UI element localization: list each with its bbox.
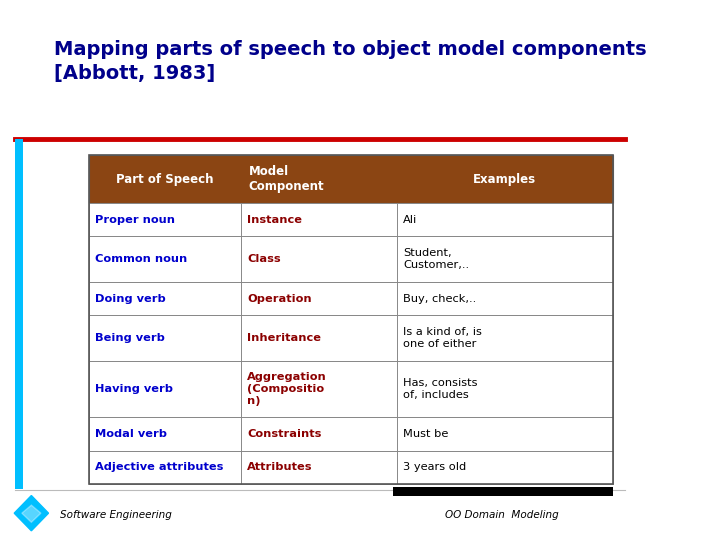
Text: OO Domain  Modeling: OO Domain Modeling	[444, 510, 558, 520]
Text: Class: Class	[248, 254, 281, 264]
Text: Buy, check,..: Buy, check,..	[403, 294, 476, 304]
FancyBboxPatch shape	[89, 315, 613, 361]
Text: Modal verb: Modal verb	[95, 429, 167, 439]
Text: Constraints: Constraints	[248, 429, 322, 439]
Polygon shape	[14, 496, 48, 531]
Text: Mapping parts of speech to object model components
[Abbott, 1983]: Mapping parts of speech to object model …	[53, 40, 647, 83]
FancyBboxPatch shape	[89, 361, 613, 417]
Text: Common noun: Common noun	[95, 254, 187, 264]
Text: Attributes: Attributes	[248, 462, 312, 472]
FancyBboxPatch shape	[89, 417, 613, 450]
Text: Student,
Customer,..: Student, Customer,..	[403, 248, 469, 271]
Text: Being verb: Being verb	[95, 333, 165, 343]
Text: Has, consists
of, includes: Has, consists of, includes	[403, 379, 477, 400]
Polygon shape	[22, 505, 41, 522]
Text: Inheritance: Inheritance	[248, 333, 321, 343]
FancyBboxPatch shape	[89, 203, 613, 237]
Text: Adjective attributes: Adjective attributes	[95, 462, 223, 472]
FancyBboxPatch shape	[89, 450, 613, 484]
FancyBboxPatch shape	[16, 139, 23, 489]
Text: Operation: Operation	[248, 294, 312, 304]
Text: Aggregation
(Compositio
n): Aggregation (Compositio n)	[248, 373, 327, 407]
Text: Examples: Examples	[473, 173, 536, 186]
FancyBboxPatch shape	[89, 237, 613, 282]
Text: Proper noun: Proper noun	[95, 215, 175, 225]
Text: Is a kind of, is
one of either: Is a kind of, is one of either	[403, 327, 482, 349]
Text: Doing verb: Doing verb	[95, 294, 166, 304]
Text: Instance: Instance	[248, 215, 302, 225]
FancyBboxPatch shape	[89, 155, 613, 203]
Text: Having verb: Having verb	[95, 384, 173, 394]
FancyBboxPatch shape	[393, 487, 613, 496]
Text: Part of Speech: Part of Speech	[116, 173, 214, 186]
Text: 3 years old: 3 years old	[403, 462, 466, 472]
Text: Ali: Ali	[403, 215, 417, 225]
Text: Software Engineering: Software Engineering	[60, 510, 172, 520]
Text: Must be: Must be	[403, 429, 449, 439]
Text: Model
Component: Model Component	[248, 165, 324, 193]
FancyBboxPatch shape	[89, 282, 613, 315]
